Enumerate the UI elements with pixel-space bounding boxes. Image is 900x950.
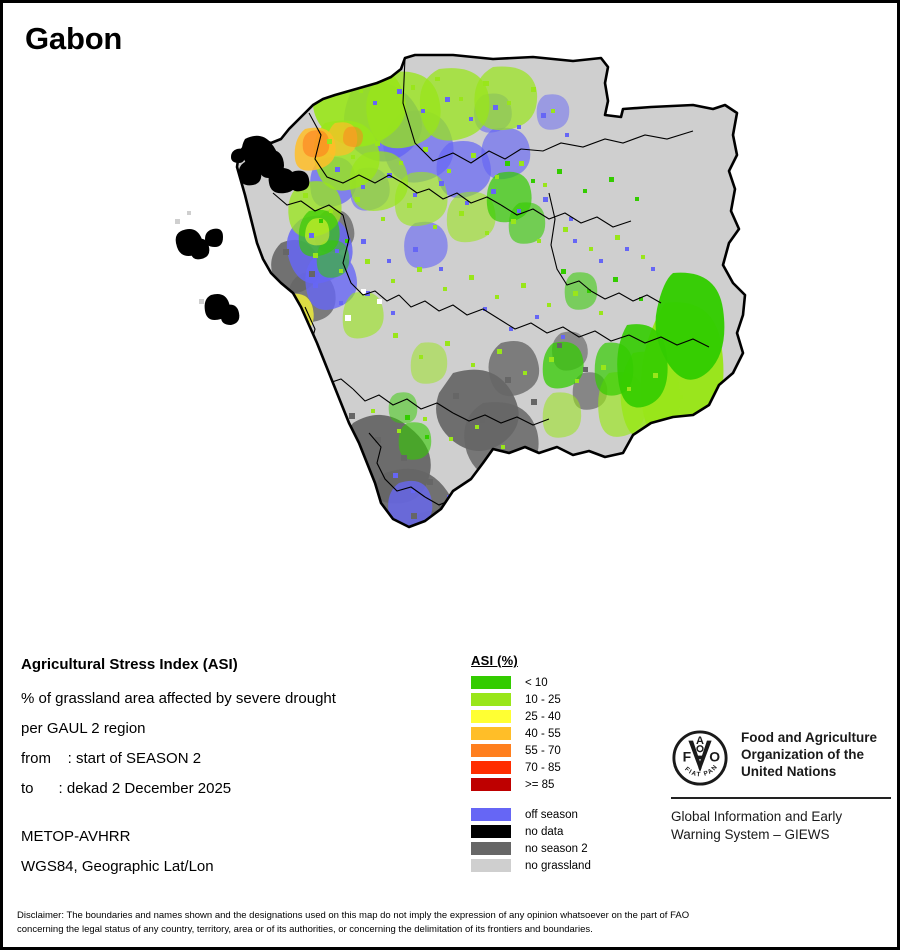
- fao-emblem-letter-a: A: [696, 735, 704, 747]
- info-sensor: METOP-AVHRR: [21, 828, 131, 845]
- giews-line-1: Global Information and Early: [671, 809, 843, 824]
- map-info-block: Agricultural Stress Index (ASI) % of gra…: [21, 655, 451, 882]
- legend-item-70-85[interactable]: 70 - 85: [471, 759, 651, 776]
- fao-divider: [671, 797, 891, 799]
- info-period-from: from : start of SEASON 2: [21, 750, 202, 767]
- legend-item-40-55[interactable]: 40 - 55: [471, 725, 651, 742]
- gabon-map[interactable]: [153, 43, 753, 643]
- legend-item-10-25[interactable]: 10 - 25: [471, 691, 651, 708]
- info-period-to: to : dekad 2 December 2025: [21, 780, 232, 797]
- legend-swatch-no-season-2: [471, 842, 511, 855]
- disclaimer-line-2: concerning the legal status of any count…: [17, 924, 593, 935]
- info-projection: WGS84, Geographic Lat/Lon: [21, 858, 214, 875]
- fao-name-line-1: Food and Agriculture: [741, 730, 877, 745]
- legend-swatch-no-data: [471, 825, 511, 838]
- legend-item-55-70[interactable]: 55 - 70: [471, 742, 651, 759]
- fao-branding: F A O FIAT PANIS Food and Agriculture Or…: [671, 729, 893, 844]
- legend-title: ASI (%): [471, 653, 518, 668]
- disclaimer: Disclaimer: The boundaries and names sho…: [17, 909, 887, 937]
- legend-label-no-season-2: no season 2: [525, 842, 588, 855]
- legend-spacer: [471, 793, 651, 806]
- disclaimer-line-1: Disclaimer: The boundaries and names sho…: [17, 910, 690, 921]
- legend-item-gte-85[interactable]: >= 85: [471, 776, 651, 793]
- legend-label-gte-85: >= 85: [525, 778, 555, 791]
- legend-swatch-70-85: [471, 761, 511, 774]
- page-title: Gabon: [25, 21, 123, 56]
- info-description-line-1: % of grassland area affected by severe d…: [21, 690, 336, 707]
- fao-emblem-letter-o: O: [709, 748, 720, 764]
- giews-name: Global Information and Early Warning Sys…: [671, 808, 893, 844]
- legend-swatch-off-season: [471, 808, 511, 821]
- legend-label-25-40: 25 - 40: [525, 710, 561, 723]
- legend-swatch-10-25: [471, 693, 511, 706]
- info-heading: Agricultural Stress Index (ASI): [21, 656, 238, 673]
- legend-swatch-lt-10: [471, 676, 511, 689]
- coastal-no-data: [175, 135, 310, 325]
- legend-swatch-40-55: [471, 727, 511, 740]
- info-spacer: [21, 804, 451, 822]
- fao-name-line-3: United Nations: [741, 764, 837, 779]
- legend-swatch-no-grassland: [471, 859, 511, 872]
- legend-label-no-grassland: no grassland: [525, 859, 591, 872]
- map-legend: ASI (%) < 10 10 - 25 25 - 40 40 - 55 55 …: [471, 653, 651, 874]
- legend-swatch-gte-85: [471, 778, 511, 791]
- legend-item-no-data[interactable]: no data: [471, 823, 651, 840]
- legend-label-lt-10: < 10: [525, 676, 548, 689]
- raster-asi-55-70: [302, 126, 363, 158]
- legend-label-no-data: no data: [525, 825, 564, 838]
- legend-item-25-40[interactable]: 25 - 40: [471, 708, 651, 725]
- legend-item-lt-10[interactable]: < 10: [471, 674, 651, 691]
- legend-item-no-grassland[interactable]: no grassland: [471, 857, 651, 874]
- legend-swatch-55-70: [471, 744, 511, 757]
- legend-label-55-70: 55 - 70: [525, 744, 561, 757]
- subregion-boundaries: [272, 57, 710, 508]
- fao-emblem-letter-f: F: [683, 748, 692, 764]
- raster-speckle-texture: [253, 67, 683, 519]
- fao-name-line-2: Organization of the: [741, 747, 864, 762]
- legend-label-40-55: 40 - 55: [525, 727, 561, 740]
- coastal-islands: [175, 211, 204, 304]
- info-description-line-2: per GAUL 2 region: [21, 720, 146, 737]
- legend-item-off-season[interactable]: off season: [471, 806, 651, 823]
- giews-line-2: Warning System – GIEWS: [671, 827, 830, 842]
- legend-swatch-25-40: [471, 710, 511, 723]
- legend-label-off-season: off season: [525, 808, 578, 821]
- fao-logo-icon: F A O FIAT PANIS: [671, 729, 728, 786]
- map-canvas[interactable]: [153, 43, 753, 643]
- fao-organization-name: Food and Agriculture Organization of the…: [741, 729, 877, 780]
- legend-label-10-25: 10 - 25: [525, 693, 561, 706]
- legend-label-70-85: 70 - 85: [525, 761, 561, 774]
- legend-item-no-season-2[interactable]: no season 2: [471, 840, 651, 857]
